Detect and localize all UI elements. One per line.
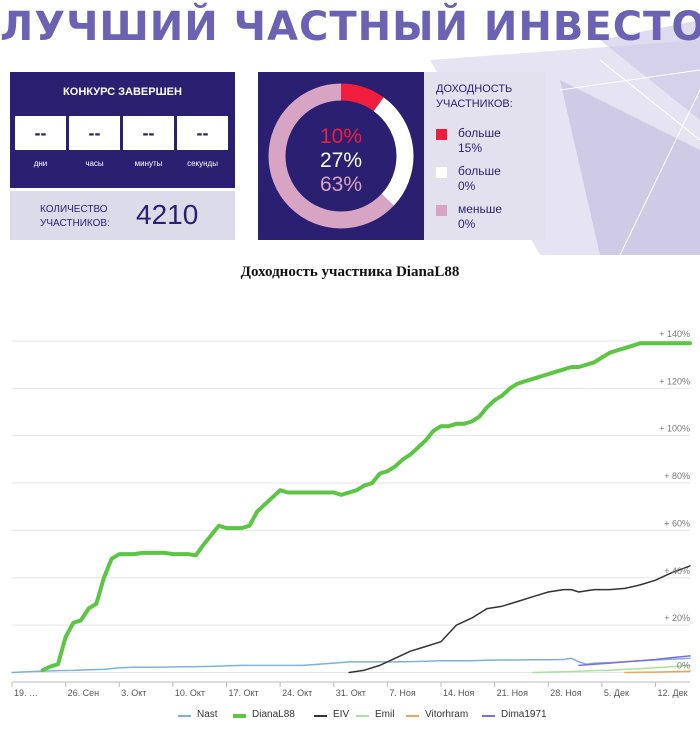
legend-line-icon <box>482 715 495 717</box>
returns-title-line1: ДОХОДНОСТЬ <box>436 83 513 95</box>
legend-over-15-line2: 15% <box>458 141 483 155</box>
y-tick-label: + 80% <box>664 471 690 481</box>
x-tick-label: 28. Ноя <box>550 688 582 698</box>
contest-status-panel: КОНКУРС ЗАВЕРШЕН -- -- -- -- дни часы ми… <box>10 72 235 188</box>
legend-over-0-line1: больше <box>458 164 501 178</box>
contest-status-text: КОНКУРС ЗАВЕРШЕН <box>63 86 182 98</box>
returns-title-line2: УЧАСТНИКОВ: <box>436 98 513 110</box>
legend-over-15-line1: больше <box>458 126 501 140</box>
chart-title: Доходность участника DianaL88 <box>240 264 460 280</box>
x-tick-label: 17. Окт <box>229 688 259 698</box>
legend-series-label: EIV <box>333 709 350 720</box>
participants-label-line2: УЧАСТНИКОВ: <box>40 218 110 229</box>
y-tick-label: + 120% <box>659 376 690 386</box>
legend-line-icon <box>178 715 191 717</box>
x-tick-label: 24. Окт <box>282 688 312 698</box>
y-tick-label: + 60% <box>664 518 690 528</box>
legend-series-label: Dima1971 <box>501 709 547 720</box>
donut-label-63: 63% <box>320 173 362 196</box>
legend-series-label: Emil <box>375 709 395 720</box>
y-tick-label: 0% <box>677 661 690 671</box>
countdown-hours-value: -- <box>69 116 120 150</box>
returns-donut-chart: 10% 27% 63% <box>267 82 415 230</box>
x-tick-label: 26. Сен <box>68 688 100 698</box>
y-tick-label: + 20% <box>664 613 690 623</box>
legend-series-label: Nast <box>197 709 218 720</box>
countdown-seconds-label: секунды <box>187 159 218 168</box>
legend-line-icon <box>314 715 327 717</box>
y-tick-label: + 140% <box>659 329 690 339</box>
series-line-nast <box>11 657 691 674</box>
x-tick-label: 19. … <box>14 688 38 698</box>
x-tick-label: 14. Ноя <box>443 688 475 698</box>
countdown-days-value: -- <box>15 116 66 150</box>
x-tick-label: 3. Окт <box>121 688 146 698</box>
pink-square-icon <box>436 205 447 216</box>
legend-line-icon <box>406 715 419 717</box>
x-tick-label: 10. Окт <box>175 688 205 698</box>
donut-label-27: 27% <box>320 149 362 172</box>
returns-legend-panel: ДОХОДНОСТЬ УЧАСТНИКОВ: больше 15% больше… <box>424 72 545 240</box>
donut-segment-2 <box>268 83 414 229</box>
red-square-icon <box>436 129 447 140</box>
donut-segment-1 <box>268 83 414 229</box>
x-tick-label: 12. Дек <box>658 688 688 698</box>
series-line-eiv <box>348 565 691 674</box>
countdown-seconds-value: -- <box>177 116 228 150</box>
participants-count-label: КОЛИЧЕСТВО УЧАСТНИКОВ: <box>40 203 130 231</box>
returns-line-chart: 0% + 20% + 40% + 60% + 80% + 100% + 120% + 140%… <box>11 329 692 698</box>
legend-under-0-line1: меньше <box>458 202 503 216</box>
countdown-days-label: дни <box>33 159 48 168</box>
countdown-minutes-label: минуты <box>134 159 163 168</box>
legend-series-label: DianaL88 <box>252 709 295 720</box>
participants-count-value: 4210 <box>136 199 199 230</box>
legend-under-0-line2: 0% <box>458 217 476 231</box>
header-banner: ЛУЧШИЙ ЧАСТНЫЙ ИНВЕСТОР КОНКУРС ЗАВЕРШЕН… <box>0 0 700 255</box>
chart-legend: Nast DianaL88 EIV Emil Vitorhram Dima1971 <box>0 708 700 724</box>
page-title: ЛУЧШИЙ ЧАСТНЫЙ ИНВЕСТОР <box>0 4 700 50</box>
legend-line-icon <box>233 714 246 718</box>
countdown-hours-label: часы <box>85 159 104 168</box>
legend-over-0-line2: 0% <box>458 179 476 193</box>
x-tick-label: 31. Окт <box>336 688 366 698</box>
donut-label-10: 10% <box>320 125 362 148</box>
legend-line-icon <box>356 715 369 717</box>
x-tick-label: 5. Дек <box>604 688 629 698</box>
series-line-dima1971 <box>578 655 691 667</box>
y-tick-label: + 100% <box>659 424 690 434</box>
participants-label-line1: КОЛИЧЕСТВО <box>40 204 108 215</box>
series-line-emil <box>532 664 691 674</box>
y-tick-label: + 40% <box>664 566 690 576</box>
series-line-dianal88 <box>40 341 692 673</box>
white-square-icon <box>436 167 447 178</box>
x-tick-label: 7. Ноя <box>389 688 416 698</box>
participants-count-panel: КОЛИЧЕСТВО УЧАСТНИКОВ: 4210 <box>10 191 235 240</box>
series-line-vitorhram <box>624 670 691 674</box>
returns-donut-panel: 10% 27% 63% <box>258 72 424 240</box>
returns-legend-title: ДОХОДНОСТЬ УЧАСТНИКОВ: <box>436 82 541 112</box>
x-tick-label: 21. Ноя <box>497 688 529 698</box>
countdown-minutes-value: -- <box>123 116 174 150</box>
legend-series-label: Vitorhram <box>425 709 469 720</box>
